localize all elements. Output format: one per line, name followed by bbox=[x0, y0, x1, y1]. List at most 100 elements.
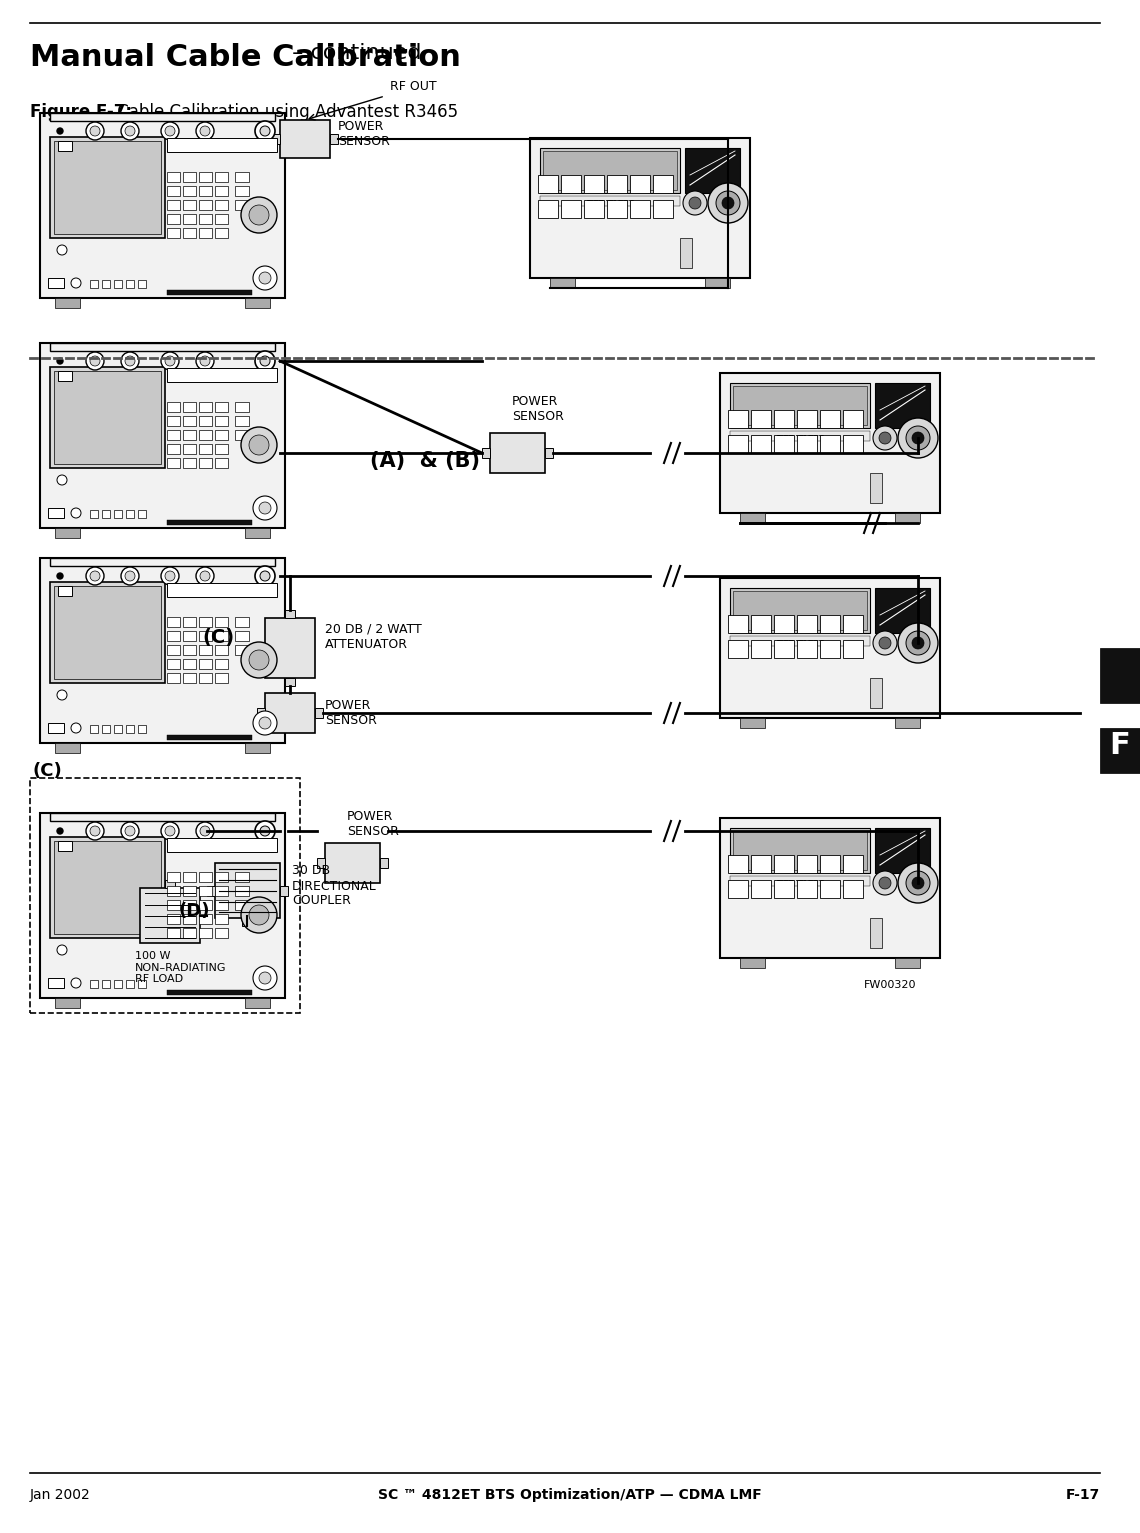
Circle shape bbox=[200, 826, 210, 835]
Bar bbox=[48, 507, 64, 518]
Bar bbox=[138, 725, 146, 733]
Bar bbox=[215, 673, 228, 684]
Bar bbox=[166, 138, 277, 152]
Bar bbox=[215, 215, 228, 224]
Circle shape bbox=[196, 567, 214, 586]
Bar bbox=[842, 409, 863, 428]
Circle shape bbox=[57, 944, 67, 955]
Circle shape bbox=[912, 432, 925, 445]
Circle shape bbox=[57, 127, 63, 133]
Bar bbox=[215, 659, 228, 668]
Bar bbox=[543, 150, 677, 190]
Bar bbox=[200, 886, 212, 895]
Circle shape bbox=[249, 435, 269, 455]
Circle shape bbox=[57, 359, 63, 363]
Bar bbox=[820, 855, 840, 872]
Bar bbox=[184, 172, 196, 182]
Bar bbox=[317, 858, 325, 868]
Bar bbox=[774, 615, 793, 633]
Text: – continued: – continued bbox=[285, 43, 422, 63]
Bar bbox=[215, 886, 228, 895]
Bar bbox=[235, 185, 249, 196]
Bar bbox=[685, 149, 740, 193]
Bar bbox=[235, 872, 249, 881]
Circle shape bbox=[57, 245, 67, 254]
Bar bbox=[842, 855, 863, 872]
Bar bbox=[751, 639, 771, 658]
Bar bbox=[200, 673, 212, 684]
Bar bbox=[842, 880, 863, 898]
Bar bbox=[630, 199, 650, 218]
Bar bbox=[215, 199, 228, 210]
Bar bbox=[101, 281, 109, 288]
Bar bbox=[797, 615, 817, 633]
Bar bbox=[820, 409, 840, 428]
Bar bbox=[50, 343, 275, 351]
Bar bbox=[55, 297, 80, 308]
Bar bbox=[166, 673, 180, 684]
Bar bbox=[58, 842, 72, 851]
Bar bbox=[380, 858, 388, 868]
Bar bbox=[48, 978, 64, 987]
Bar bbox=[235, 886, 249, 895]
Text: POWER
SENSOR: POWER SENSOR bbox=[325, 699, 377, 727]
Circle shape bbox=[86, 822, 104, 840]
Bar bbox=[215, 900, 228, 911]
Circle shape bbox=[879, 638, 891, 648]
Circle shape bbox=[253, 966, 277, 990]
Bar bbox=[166, 872, 180, 881]
Bar bbox=[215, 914, 228, 924]
Bar bbox=[40, 343, 285, 527]
Bar bbox=[740, 958, 765, 967]
Circle shape bbox=[255, 351, 275, 371]
Bar bbox=[200, 215, 212, 224]
Bar bbox=[166, 290, 252, 294]
Bar bbox=[329, 133, 337, 144]
Bar bbox=[1100, 728, 1140, 773]
Text: FW00320: FW00320 bbox=[864, 980, 917, 990]
Bar bbox=[184, 402, 196, 412]
Circle shape bbox=[90, 570, 100, 581]
Circle shape bbox=[57, 573, 63, 579]
Bar bbox=[842, 435, 863, 452]
Circle shape bbox=[253, 497, 277, 520]
Bar bbox=[774, 855, 793, 872]
Bar bbox=[200, 458, 212, 468]
Text: F: F bbox=[1109, 731, 1131, 760]
Bar bbox=[215, 402, 228, 412]
Bar bbox=[751, 855, 771, 872]
Bar bbox=[48, 277, 64, 288]
Bar bbox=[280, 886, 288, 895]
Bar bbox=[166, 199, 180, 210]
Bar bbox=[720, 819, 940, 958]
Circle shape bbox=[121, 567, 139, 586]
Bar bbox=[728, 435, 748, 452]
Bar bbox=[728, 615, 748, 633]
Bar bbox=[200, 645, 212, 655]
Text: Manual Cable Calibration: Manual Cable Calibration bbox=[30, 43, 461, 72]
Bar bbox=[166, 645, 180, 655]
Bar bbox=[166, 429, 180, 440]
Bar bbox=[876, 383, 930, 428]
Bar bbox=[733, 592, 868, 630]
Bar bbox=[285, 678, 295, 685]
Bar bbox=[895, 958, 920, 967]
Bar bbox=[751, 615, 771, 633]
Circle shape bbox=[260, 570, 270, 581]
Bar bbox=[606, 175, 627, 193]
Bar bbox=[40, 558, 285, 744]
Circle shape bbox=[255, 566, 275, 586]
Bar bbox=[184, 185, 196, 196]
Circle shape bbox=[90, 826, 100, 835]
Bar bbox=[215, 429, 228, 440]
Bar bbox=[895, 514, 920, 523]
Bar bbox=[235, 645, 249, 655]
Bar bbox=[540, 149, 679, 193]
Circle shape bbox=[898, 863, 938, 903]
Bar bbox=[740, 514, 765, 523]
Circle shape bbox=[906, 871, 930, 895]
Bar bbox=[730, 431, 870, 442]
Circle shape bbox=[57, 475, 67, 484]
Text: POWER
SENSOR: POWER SENSOR bbox=[512, 396, 564, 423]
Bar bbox=[774, 639, 793, 658]
